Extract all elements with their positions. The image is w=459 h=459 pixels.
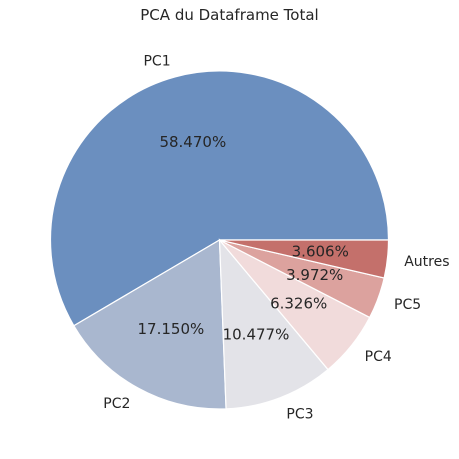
pie-slice-pc1 [49, 70, 390, 327]
category-label-autres: Autres [404, 254, 449, 270]
category-label-pc1: PC1 [143, 54, 170, 70]
pct-label-pc5: 3.972% [286, 266, 343, 284]
chart-title: PCA du Dataframe Total [140, 6, 319, 24]
pct-label-pc3: 10.477% [223, 326, 290, 344]
category-label-pc3: PC3 [286, 406, 313, 422]
category-label-pc5: PC5 [394, 297, 421, 313]
category-label-pc4: PC4 [365, 349, 392, 365]
pct-label-pc1: 58.470% [159, 133, 226, 151]
pct-label-autres: 3.606% [292, 242, 349, 260]
pie-slice-pc2 [73, 238, 227, 410]
pct-label-pc4: 6.326% [270, 294, 327, 312]
pie-slice-pc3 [218, 238, 329, 410]
category-label-pc2: PC2 [103, 396, 130, 412]
pct-label-pc2: 17.150% [138, 320, 205, 338]
pie-slice-autres [219, 239, 390, 279]
